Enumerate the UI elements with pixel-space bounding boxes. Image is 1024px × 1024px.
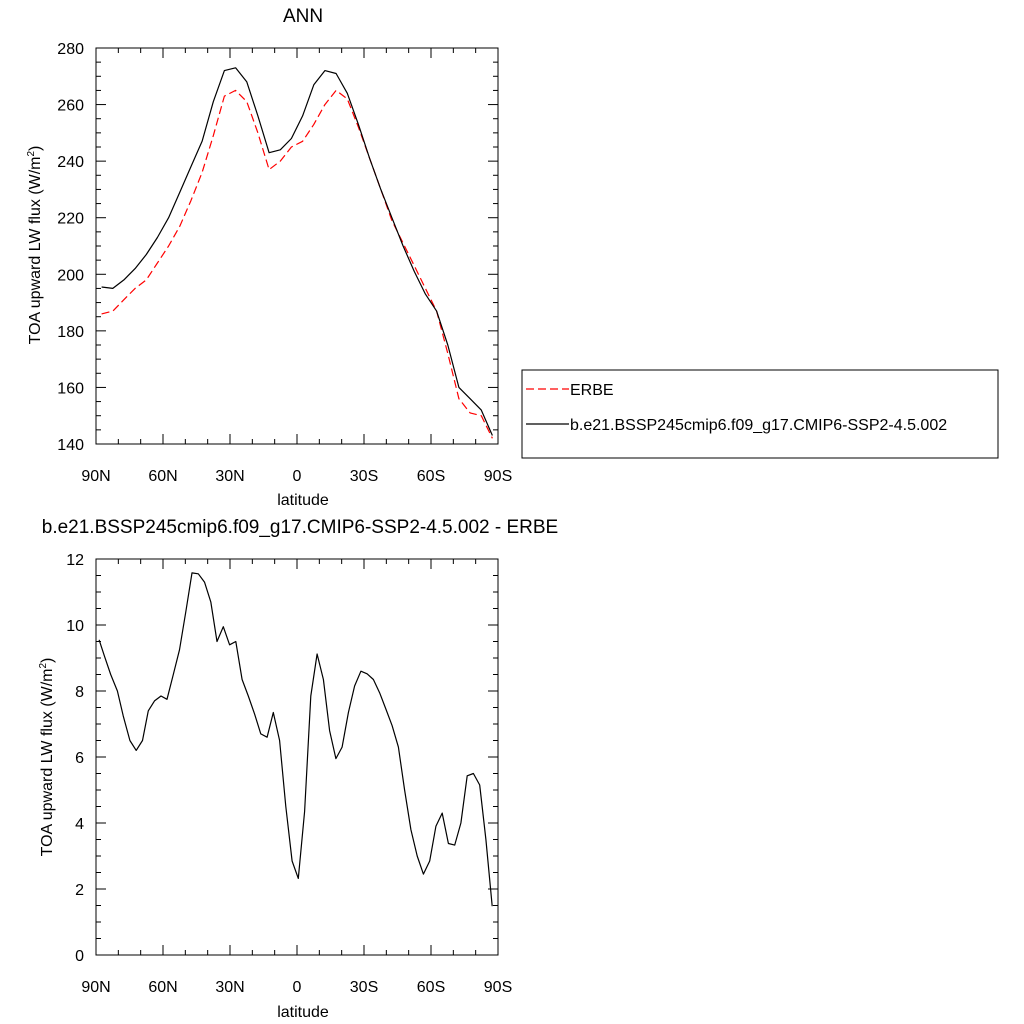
- bottom-y-axis-label: TOA upward LW flux (W/m2): [38, 658, 56, 857]
- top-x-tick-label: 30N: [215, 468, 244, 485]
- bottom-x-tick-label: 90N: [81, 979, 110, 996]
- bottom-y-tick-label: 8: [75, 684, 84, 701]
- top-x-tick-label: 0: [293, 468, 302, 485]
- bottom-panel: b.e21.BSSP245cmip6.f09_g17.CMIP6-SSP2-4.…: [38, 517, 558, 1021]
- bottom-y-tick-label: 2: [75, 882, 84, 899]
- legend-label-erbe: ERBE: [570, 382, 614, 399]
- top-y-axis-label-sup: 2: [26, 151, 37, 157]
- top-panel: ANN 140 160 180 200 220 240 260 280 90N 60N 30N 0 3…: [26, 6, 999, 509]
- top-series-line-1: [101, 67, 493, 436]
- top-series-line-0: [101, 89, 493, 439]
- bottom-series-lines: [98, 572, 493, 907]
- bottom-y-axis-label-sup: 2: [38, 663, 49, 669]
- top-y-tick-label: 180: [57, 324, 84, 341]
- top-x-ticks: [95, 48, 499, 444]
- bottom-y-tick-label: 6: [75, 750, 84, 767]
- top-y-tick-label: 160: [57, 380, 84, 397]
- legend-box: [521, 369, 999, 459]
- bottom-y-tick-label: 10: [66, 618, 84, 635]
- bottom-x-tick-label: 30S: [350, 979, 378, 996]
- legend-label-model: b.e21.BSSP245cmip6.f09_g17.CMIP6-SSP2-4.…: [570, 417, 947, 434]
- bottom-series-line-0: [98, 572, 493, 907]
- top-x-tick-label: 30S: [350, 468, 378, 485]
- top-x-tick-label: 60N: [148, 468, 177, 485]
- top-y-tick-label: 220: [57, 211, 84, 228]
- bottom-x-tick-label: 0: [293, 979, 302, 996]
- top-y-axis-label: TOA upward LW flux (W/m2): [26, 146, 44, 345]
- bottom-y-tick-label: 12: [66, 552, 84, 569]
- bottom-x-tick-labels: 90N 60N 30N 0 30S 60S 90S: [81, 979, 512, 996]
- bottom-x-tick-label: 30N: [215, 979, 244, 996]
- top-x-tick-label: 90S: [484, 468, 512, 485]
- top-y-tick-label: 240: [57, 154, 84, 171]
- bottom-y-axis-label-main: TOA upward LW flux (W/m: [39, 669, 56, 857]
- top-x-tick-label: 60S: [417, 468, 445, 485]
- bottom-x-axis-label: latitude: [277, 1004, 329, 1021]
- bottom-x-tick-label: 60N: [148, 979, 177, 996]
- bottom-chart-title: b.e21.BSSP245cmip6.f09_g17.CMIP6-SSP2-4.…: [42, 517, 558, 538]
- top-y-tick-labels: 140 160 180 200 220 240 260 280: [57, 41, 84, 454]
- top-series-lines: [101, 67, 493, 439]
- bottom-y-tick-labels: 0 2 4 6 8 10 12: [66, 552, 84, 965]
- bottom-plot-frame: [95, 558, 499, 956]
- top-y-tick-label: 260: [57, 98, 84, 115]
- top-y-tick-label: 140: [57, 437, 84, 454]
- legend: ERBE b.e21.BSSP245cmip6.f09_g17.CMIP6-SS…: [521, 369, 999, 459]
- top-y-axis-label-main: TOA upward LW flux (W/m: [27, 157, 44, 345]
- bottom-x-tick-label: 60S: [417, 979, 445, 996]
- top-y-tick-label: 200: [57, 267, 84, 284]
- top-chart-title: ANN: [283, 6, 323, 27]
- top-y-axis-label-close: ): [27, 146, 44, 151]
- bottom-y-axis-label-close: ): [39, 658, 56, 663]
- top-x-axis-label: latitude: [277, 492, 329, 509]
- bottom-x-ticks: [95, 559, 499, 955]
- bottom-y-tick-label: 0: [75, 948, 84, 965]
- top-plot-frame: [95, 47, 499, 445]
- top-x-tick-label: 90N: [81, 468, 110, 485]
- top-y-ticks: [96, 47, 498, 445]
- top-x-tick-labels: 90N 60N 30N 0 30S 60S 90S: [81, 468, 512, 485]
- bottom-x-tick-label: 90S: [484, 979, 512, 996]
- bottom-y-ticks: [96, 558, 498, 956]
- bottom-y-tick-label: 4: [75, 816, 84, 833]
- top-y-tick-label: 280: [57, 41, 84, 58]
